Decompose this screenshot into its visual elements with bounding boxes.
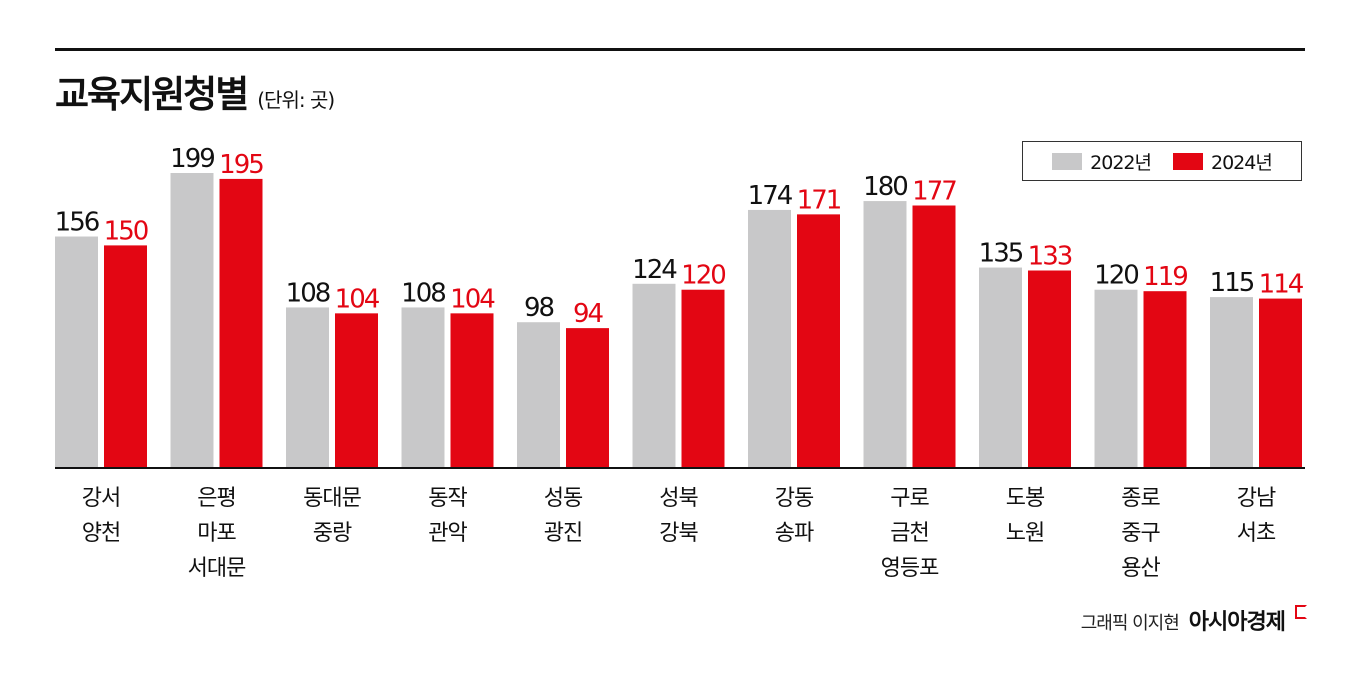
credit-text: 그래픽 이지현 [1080, 613, 1180, 634]
category-label: 중구 [1121, 521, 1160, 546]
legend-label-2022: 2022년 [1090, 151, 1152, 174]
bar-2024 [335, 313, 378, 467]
bar-2022 [170, 173, 214, 467]
data-label-2022: 174 [748, 181, 793, 211]
unit-label: (단위: 곳) [257, 88, 335, 112]
legend-item-2024: 2024년 [1173, 148, 1273, 175]
bar-2022 [517, 322, 560, 467]
category-label: 송파 [775, 521, 814, 546]
category-label: 중랑 [313, 521, 352, 546]
category-label: 강남 [1237, 486, 1276, 511]
category-label: 종로 [1121, 486, 1160, 511]
legend-item-2022: 2022년 [1052, 148, 1152, 175]
category-label: 강서 [82, 486, 120, 511]
bar-2024 [1028, 270, 1071, 467]
bar-2022 [632, 283, 676, 467]
title-row: 교육지원청별 (단위: 곳) [55, 64, 335, 116]
bar-2022 [401, 307, 445, 467]
bar-2024 [1143, 291, 1187, 467]
data-label-2024: 114 [1259, 270, 1304, 300]
bar-2022 [286, 307, 329, 467]
data-label-2024: 195 [219, 150, 263, 180]
chart-title: 교육지원청별 [55, 73, 249, 116]
category-label: 영등포 [881, 556, 939, 581]
category-label: 은평 [197, 486, 235, 511]
bar-2024 [1259, 298, 1302, 467]
data-label-2022: 98 [524, 293, 554, 323]
category-label: 용산 [1121, 556, 1160, 581]
category-label: 강북 [659, 521, 698, 546]
category-label: 광진 [544, 521, 582, 546]
category-label: 노원 [1006, 521, 1044, 546]
data-label-2024: 150 [104, 216, 148, 246]
data-label-2022: 108 [286, 278, 330, 308]
legend-swatch-2022 [1052, 152, 1083, 170]
data-label-2022: 115 [1210, 268, 1254, 298]
data-label-2022: 135 [979, 239, 1023, 269]
data-label-2024: 119 [1143, 262, 1187, 292]
category-label: 양천 [82, 521, 120, 546]
data-label-2022: 199 [170, 144, 214, 174]
bar-2022 [1094, 289, 1138, 467]
data-label-2024: 104 [450, 284, 495, 314]
bar-2024 [681, 289, 725, 467]
data-label-2024: 104 [335, 284, 380, 314]
category-label: 성북 [659, 486, 698, 511]
category-label: 동작 [428, 486, 467, 511]
category-label: 도봉 [1006, 486, 1045, 511]
bar-2022 [979, 267, 1022, 467]
data-label-2022: 156 [55, 208, 99, 238]
data-label-2022: 180 [863, 172, 907, 202]
category-label: 동대문 [303, 486, 361, 511]
data-label-2022: 124 [632, 255, 677, 285]
bar-2022 [55, 236, 98, 467]
credit: 그래픽 이지현 아시아경제 [1081, 604, 1307, 636]
category-label: 서초 [1237, 521, 1276, 546]
bar-2022 [1210, 297, 1253, 467]
bar-2024 [219, 178, 263, 467]
category-label: 마포 [197, 521, 236, 546]
legend-swatch-2024 [1173, 152, 1203, 170]
legend-label-2024: 2024년 [1211, 151, 1273, 174]
data-label-2024: 133 [1028, 242, 1072, 272]
category-label: 금천 [890, 521, 928, 546]
bar-2024 [912, 205, 956, 468]
bar-2024 [450, 313, 494, 467]
top-rule [55, 48, 1305, 51]
data-label-2024: 120 [681, 261, 725, 291]
brand-mark-icon [1295, 605, 1307, 619]
bar-2022 [748, 209, 791, 467]
legend: 2022년 2024년 [1022, 141, 1302, 181]
category-label: 관악 [428, 521, 467, 546]
bar-2024 [797, 214, 840, 467]
data-label-2022: 108 [401, 278, 445, 308]
category-label: 구로 [890, 486, 929, 511]
bar-2022 [863, 201, 907, 467]
category-label: 강동 [775, 486, 814, 511]
data-label-2024: 171 [797, 185, 841, 215]
data-label-2022: 120 [1094, 261, 1138, 291]
category-label: 성동 [544, 486, 583, 511]
brand-logo: 아시아경제 [1188, 610, 1286, 635]
data-label-2024: 94 [573, 299, 604, 329]
bar-2024 [566, 328, 609, 467]
category-label: 서대문 [188, 556, 246, 581]
data-label-2024: 177 [912, 177, 956, 207]
bar-2024 [104, 245, 147, 467]
